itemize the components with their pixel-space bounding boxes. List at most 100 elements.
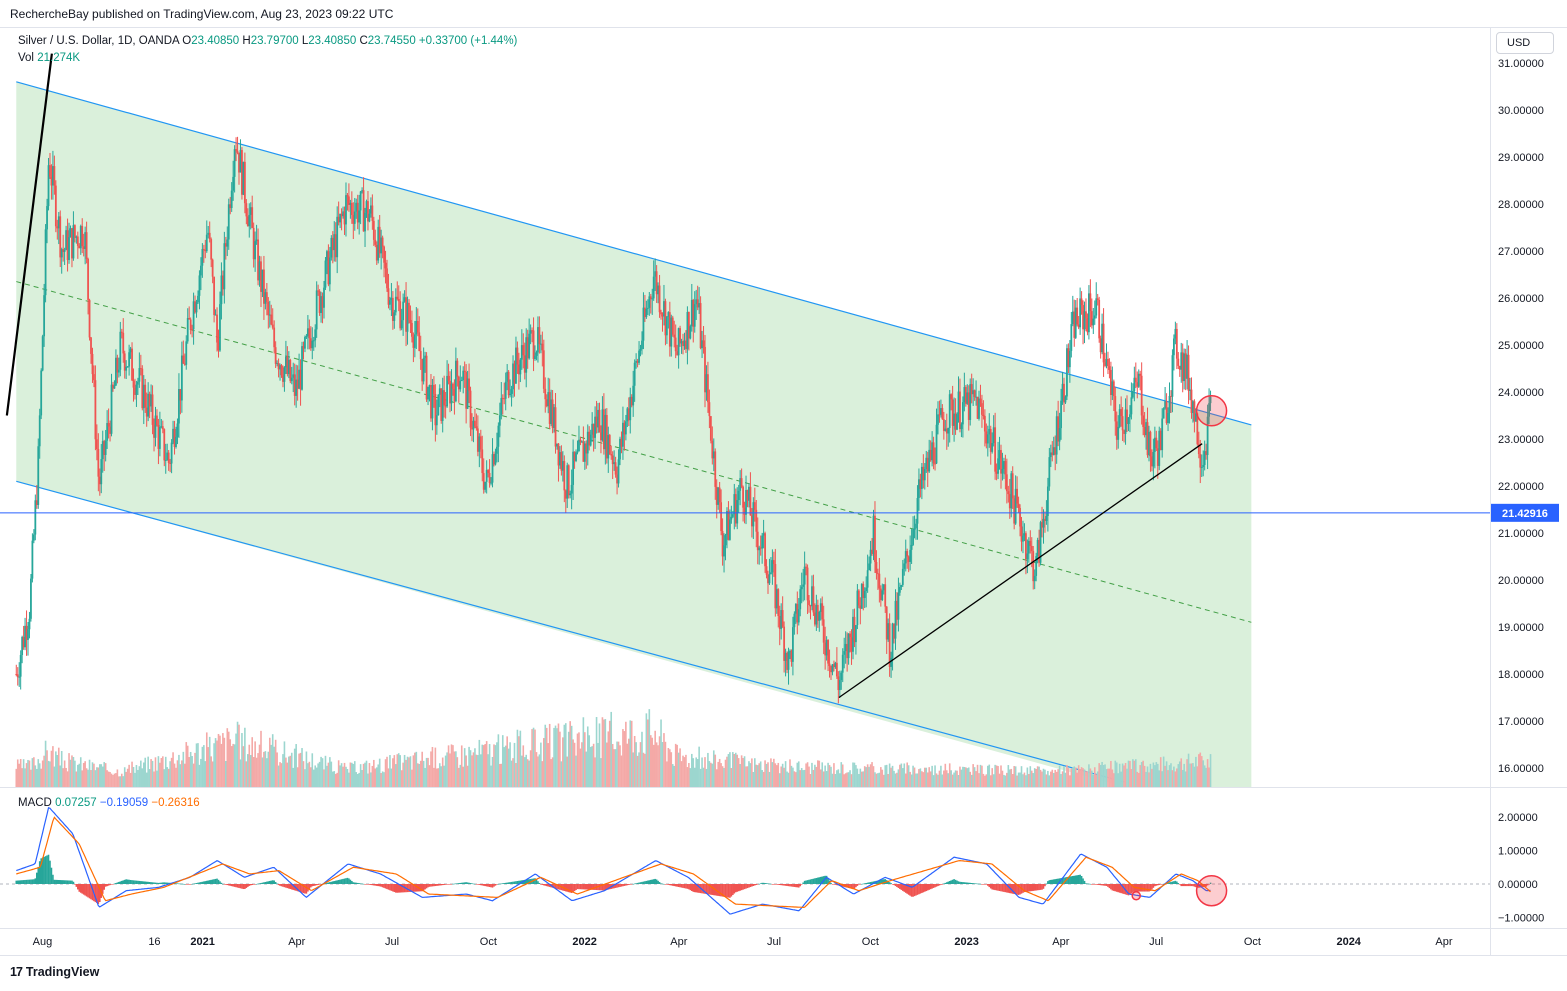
macd-histogram-bar xyxy=(786,884,788,886)
volume-bar xyxy=(890,767,892,787)
candle-body xyxy=(1190,389,1193,414)
macd-signal-line xyxy=(16,816,1211,909)
volume-bar xyxy=(947,773,950,787)
candle-body xyxy=(1054,447,1057,455)
volume-bar xyxy=(777,762,780,787)
candle-body xyxy=(872,515,875,554)
candle-body xyxy=(1183,353,1186,382)
candle-body xyxy=(1203,451,1206,465)
volume-bar xyxy=(868,766,870,787)
volume-bar xyxy=(1004,775,1007,787)
candle-body xyxy=(362,190,365,232)
volume-bar xyxy=(630,720,633,787)
candle-body xyxy=(837,676,840,691)
currency-button[interactable]: USD xyxy=(1496,32,1554,54)
volume-bar xyxy=(241,733,243,787)
macd-histogram-bar xyxy=(525,879,528,884)
candle-body xyxy=(409,319,412,324)
volume-bar xyxy=(186,745,189,787)
volume-bar xyxy=(839,773,841,787)
macd-histogram-bar xyxy=(254,884,256,885)
volume-bar xyxy=(950,770,952,787)
candle-body xyxy=(709,416,712,441)
volume-bar xyxy=(208,736,211,787)
volume-bar xyxy=(113,773,116,787)
volume-bar xyxy=(781,763,784,787)
macd-histogram-bar xyxy=(518,880,520,884)
macd-histogram-bar xyxy=(1192,884,1194,887)
candle-body xyxy=(305,336,308,338)
volume-bar xyxy=(145,772,148,787)
candle-body xyxy=(784,652,787,661)
candle-body xyxy=(328,257,331,285)
volume-bar xyxy=(1174,771,1177,787)
candle-body xyxy=(755,509,758,532)
macd-histogram-bar xyxy=(355,882,358,884)
volume-bar xyxy=(279,762,281,787)
candle-body xyxy=(213,276,216,315)
volume-bar xyxy=(677,752,680,787)
macd-histogram-bar xyxy=(692,884,695,892)
macd-histogram-bar xyxy=(1036,884,1039,891)
volume-bar xyxy=(406,756,409,787)
candle-body xyxy=(504,381,507,399)
macd-histogram-bar xyxy=(674,884,677,887)
macd-histogram-bar xyxy=(1108,884,1111,889)
macd-histogram-bar xyxy=(1054,879,1057,884)
macd-histogram-bar xyxy=(1093,884,1096,885)
macd-histogram-bar xyxy=(860,883,863,885)
candle-body xyxy=(1158,430,1161,466)
volume-bar xyxy=(375,767,378,787)
macd-histogram-bar xyxy=(484,884,486,887)
volume-bar xyxy=(81,770,84,787)
macd-histogram-bar xyxy=(299,884,302,893)
macd-histogram-bar xyxy=(802,882,804,884)
volume-bar xyxy=(181,760,183,787)
candle-body xyxy=(21,636,24,655)
volume-bar xyxy=(494,745,497,787)
volume-bar xyxy=(77,764,79,787)
macd-histogram-bar xyxy=(60,880,63,884)
macd-histogram-bar xyxy=(370,884,372,885)
volume-bar xyxy=(147,756,149,787)
candle-body xyxy=(912,529,914,545)
macd-histogram-bar xyxy=(962,882,964,884)
candle-body xyxy=(1030,545,1033,552)
candle-body xyxy=(295,379,298,396)
candle-body xyxy=(167,452,170,463)
macd-histogram-bar xyxy=(852,884,854,890)
macd-histogram-bar xyxy=(950,880,952,884)
volume-bar xyxy=(819,769,822,787)
macd-histogram-bar xyxy=(796,884,799,888)
volume-bar xyxy=(720,763,722,787)
macd-histogram-bar xyxy=(311,884,314,887)
macd-histogram-bar xyxy=(720,884,722,897)
macd-histogram-bar xyxy=(507,882,510,884)
candle-body xyxy=(828,663,831,667)
candle-body xyxy=(796,603,799,623)
volume-bar xyxy=(1076,772,1078,787)
candle-body xyxy=(345,195,347,225)
volume-bar xyxy=(806,762,809,787)
macd-histogram-bar xyxy=(134,880,136,884)
candle-body xyxy=(739,478,742,491)
candle-body xyxy=(532,330,535,359)
volume-bar xyxy=(175,767,177,787)
macd-histogram-bar xyxy=(443,884,445,885)
change-value: +0.33700 (+1.44%) xyxy=(418,35,518,47)
volume-bar xyxy=(836,770,838,787)
volume-bar xyxy=(837,769,840,787)
macd-histogram-bar xyxy=(538,882,541,884)
candle-body xyxy=(772,560,775,565)
candle-body xyxy=(93,374,95,381)
macd-histogram-bar xyxy=(657,880,659,884)
candle-body xyxy=(419,351,422,360)
macd-histogram-bar xyxy=(195,883,198,884)
macd-histogram-bar xyxy=(978,883,980,885)
volume-bar xyxy=(540,742,542,787)
candle-body xyxy=(107,423,110,427)
candle-body xyxy=(638,350,640,363)
volume-bar xyxy=(1206,759,1209,787)
candle-body xyxy=(428,384,431,387)
